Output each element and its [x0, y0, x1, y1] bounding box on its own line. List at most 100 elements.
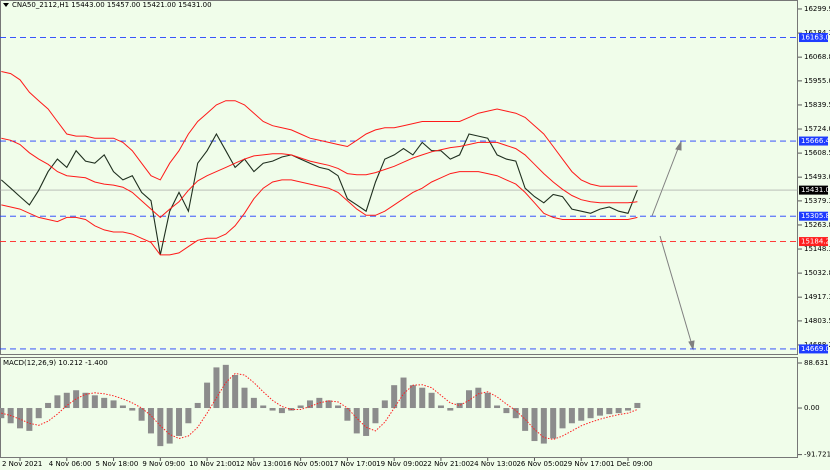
histogram-bar	[372, 408, 379, 424]
histogram-bar	[185, 408, 192, 424]
histogram-bar	[428, 392, 435, 409]
bollinger-band	[1, 171, 638, 256]
x-tick-label: 22 Nov 21:00	[423, 460, 470, 468]
y-tick-label: 15032.80	[804, 269, 830, 277]
y-tick-label: 15493.05	[804, 173, 830, 181]
price-level-label: 15666.41	[801, 137, 830, 145]
histogram-bar	[147, 408, 154, 434]
histogram-bar	[494, 405, 501, 409]
collapse-icon[interactable]	[3, 3, 9, 7]
histogram-bar	[176, 408, 183, 436]
histogram-bar	[110, 400, 117, 409]
x-tick-label: 24 Nov 13:00	[470, 460, 517, 468]
histogram-bar	[35, 408, 42, 419]
histogram-bar	[522, 408, 529, 431]
price-level-label: 15305.81	[801, 212, 830, 220]
histogram-bar	[615, 408, 622, 414]
histogram-bar	[466, 390, 472, 409]
x-tick-label: 10 Nov 21:00	[189, 460, 236, 468]
bollinger-band	[1, 71, 638, 187]
histogram-bar	[157, 408, 164, 447]
histogram-bar	[232, 375, 239, 409]
last-price-tag	[799, 185, 828, 195]
y-tick-label: 15379.30	[804, 197, 830, 205]
main-panel	[0, 0, 798, 355]
histogram-bar	[512, 408, 519, 419]
histogram-bar	[409, 385, 416, 409]
macd-title: MACD(12,26,9) 10.212 -1.400	[3, 359, 108, 367]
x-tick-label: 4 Nov 06:00	[49, 460, 92, 468]
histogram-bar	[82, 392, 89, 409]
y-tick-label: 16299.95	[804, 5, 830, 13]
histogram-bar	[54, 395, 61, 409]
y-tick-label: 15955.05	[804, 77, 830, 85]
histogram-bar	[475, 387, 482, 409]
x-tick-label: 12 Nov 13:00	[236, 460, 283, 468]
histogram-bar	[26, 408, 33, 431]
histogram-bar	[45, 402, 52, 409]
y-tick-label: 14917.35	[804, 293, 830, 301]
price-level-label: 15184.26	[801, 238, 830, 246]
histogram-bar	[194, 402, 201, 409]
histogram-bar	[363, 408, 370, 436]
histogram-bar	[503, 408, 510, 414]
bollinger-band	[1, 137, 638, 219]
histogram-bar	[540, 408, 547, 444]
histogram-bar	[550, 408, 557, 439]
histogram-bar	[269, 408, 276, 411]
y-tick-label: 0.00	[804, 404, 820, 412]
histogram-bar	[606, 408, 613, 415]
price-level-tag	[799, 33, 828, 43]
histogram-bar	[596, 408, 603, 416]
histogram-bar	[63, 392, 70, 409]
histogram-bar	[241, 387, 248, 409]
chart-title: CNA50_2112,H1 15443.00 15457.00 15421.00…	[12, 1, 212, 9]
histogram-bar	[568, 408, 575, 424]
histogram-bar	[17, 408, 24, 429]
histogram-bar	[101, 397, 108, 409]
histogram-bar	[634, 402, 641, 409]
histogram-bar	[306, 400, 313, 409]
histogram-bar	[166, 408, 173, 444]
histogram-bar	[250, 397, 257, 409]
histogram-bar	[391, 385, 398, 409]
projection-arrows	[651, 140, 695, 351]
price-level-tag	[799, 237, 828, 247]
y-tick-label: 15608.55	[804, 149, 830, 157]
y-tick-label: 15148.30	[804, 245, 830, 253]
histogram-bar	[400, 377, 407, 409]
histogram-bar	[484, 392, 491, 409]
y-tick-label: 88.631	[804, 359, 829, 367]
histogram-bar	[456, 402, 463, 409]
price-level-label: 16163.00	[801, 34, 830, 42]
histogram-bar	[335, 405, 342, 409]
macd-panel	[0, 357, 798, 458]
histogram-bar	[559, 408, 566, 429]
x-tick-label: 1 Dec 09:00	[610, 460, 653, 468]
y-tick-label: 15839.55	[804, 101, 830, 109]
histogram-bar	[278, 408, 285, 414]
histogram-bar	[138, 408, 145, 421]
x-tick-label: 16 Nov 05:00	[283, 460, 330, 468]
histogram-bar	[260, 405, 267, 409]
histogram-bar	[297, 405, 304, 409]
price-level-tag	[799, 136, 828, 146]
y-tick-label: 15263.80	[804, 221, 830, 229]
x-tick-label: 29 Nov 17:00	[563, 460, 610, 468]
histogram-bar	[625, 408, 632, 411]
histogram-bar	[447, 408, 454, 411]
histogram-bar	[437, 405, 444, 409]
x-tick-label: 17 Nov 17:00	[329, 460, 376, 468]
histogram-bar	[91, 395, 98, 409]
price-level-tag	[799, 344, 828, 354]
histogram-bar	[578, 408, 585, 421]
y-tick-label: 16068.80	[804, 53, 830, 61]
y-tick-label: 15724.00	[804, 125, 830, 133]
x-tick-label: 26 Nov 05:00	[516, 460, 563, 468]
histogram-bar	[316, 397, 323, 409]
histogram-bar	[419, 387, 426, 409]
histogram-bar	[119, 405, 126, 409]
price-level-label: 14669.06	[801, 345, 830, 353]
last-price-label: 15431.00	[801, 186, 830, 194]
